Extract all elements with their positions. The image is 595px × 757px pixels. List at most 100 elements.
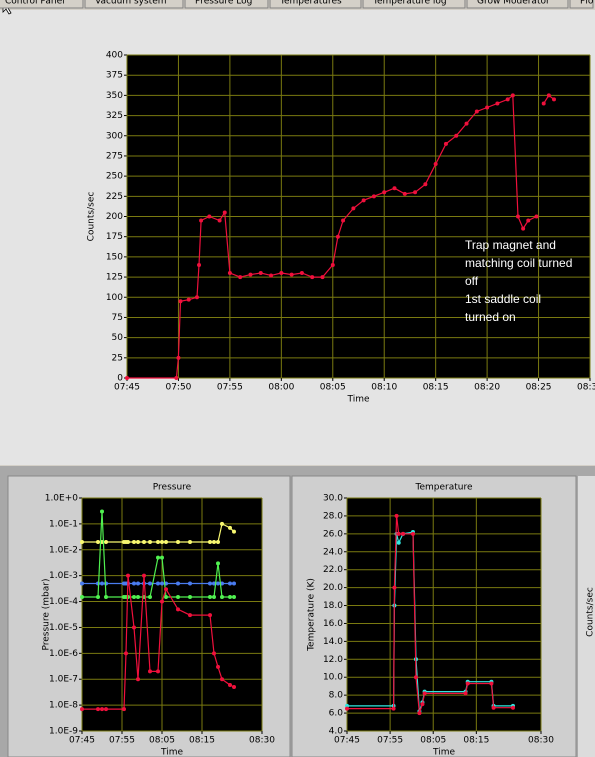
tab-label[interactable]: Temperatures xyxy=(279,0,342,7)
y-tick-label: 8.0 xyxy=(329,691,344,701)
data-point xyxy=(188,594,192,599)
plot-area xyxy=(82,498,262,731)
y-tick-label: 20.0 xyxy=(323,583,343,593)
data-point xyxy=(222,210,227,215)
x-tick-label: 08:30 xyxy=(249,736,275,746)
plot-area xyxy=(347,498,541,731)
y-tick-label: 175 xyxy=(106,232,123,242)
x-tick-label: 08:05 xyxy=(149,736,175,746)
tab-label[interactable]: Plo xyxy=(580,0,594,7)
y-axis-label: Counts/sec xyxy=(87,192,97,242)
y-tick-label: 18.0 xyxy=(323,601,343,611)
data-point xyxy=(80,581,84,586)
data-point xyxy=(176,594,180,599)
data-point xyxy=(371,194,376,199)
data-point xyxy=(164,587,168,592)
data-point xyxy=(136,581,140,586)
data-point xyxy=(212,594,216,599)
data-point xyxy=(465,681,470,686)
y-tick-label: 1.0E-8 xyxy=(49,701,78,711)
y-tick-label: 225 xyxy=(106,192,123,202)
data-point xyxy=(351,206,356,211)
data-point xyxy=(160,539,164,544)
data-point xyxy=(199,218,204,223)
data-point xyxy=(279,271,284,276)
data-point xyxy=(104,539,108,544)
data-point xyxy=(142,539,146,544)
data-point xyxy=(208,613,212,618)
tab-label[interactable]: Control Panel xyxy=(5,0,65,7)
y-tick-label: 1.0E-1 xyxy=(49,519,78,529)
data-point xyxy=(232,529,236,534)
tab[interactable] xyxy=(0,0,84,9)
tab[interactable] xyxy=(362,0,466,9)
data-point xyxy=(228,581,232,586)
data-point xyxy=(160,581,164,586)
data-point xyxy=(413,675,418,680)
chart-title: Pressure xyxy=(153,483,192,493)
tab[interactable] xyxy=(184,0,269,9)
data-point xyxy=(126,573,130,578)
y-tick-label: 1.0E-5 xyxy=(49,623,78,633)
data-point xyxy=(132,594,136,599)
data-point xyxy=(186,297,191,302)
x-tick-label: 08:15 xyxy=(463,736,489,746)
data-point xyxy=(534,214,539,219)
data-point xyxy=(396,531,401,536)
x-tick-label: 08:25 xyxy=(526,383,552,393)
data-point xyxy=(541,101,546,106)
data-point xyxy=(96,594,100,599)
data-point xyxy=(335,234,340,239)
data-point xyxy=(420,702,425,707)
y-tick-label: 22.0 xyxy=(323,565,343,575)
y-tick-label: 10.0 xyxy=(323,673,343,683)
y-tick-label: 50 xyxy=(112,333,124,343)
data-point xyxy=(228,682,232,687)
tab-label[interactable]: Temperature log xyxy=(372,0,447,7)
x-tick-label: 07:45 xyxy=(334,736,360,746)
data-point xyxy=(382,190,387,195)
data-point xyxy=(454,133,459,138)
data-point xyxy=(489,681,494,686)
data-point xyxy=(207,214,212,219)
data-point xyxy=(515,214,520,219)
y-tick-label: 30.0 xyxy=(323,494,343,504)
data-point xyxy=(510,93,515,98)
x-tick-label: 07:50 xyxy=(165,383,191,393)
tab[interactable] xyxy=(84,0,184,9)
y-tick-label: 375 xyxy=(106,71,123,81)
tab-label[interactable]: Grow Moderator xyxy=(477,0,550,7)
data-point xyxy=(208,539,212,544)
data-point xyxy=(330,262,335,267)
x-tick-label: 08:15 xyxy=(423,383,449,393)
data-point xyxy=(227,271,232,276)
x-axis-label: Time xyxy=(160,748,183,757)
data-point xyxy=(505,97,510,102)
tab[interactable] xyxy=(569,0,594,9)
annotation: turned on xyxy=(465,310,516,324)
tab[interactable] xyxy=(466,0,569,9)
y-tick-label: 1.0E-6 xyxy=(49,649,78,659)
x-tick-label: 08:15 xyxy=(189,736,215,746)
y-tick-label: 275 xyxy=(106,151,123,161)
data-point xyxy=(136,677,140,682)
tab-label[interactable]: Vacuum system xyxy=(95,0,167,7)
data-point xyxy=(208,581,212,586)
data-point xyxy=(232,581,236,586)
data-point xyxy=(216,561,220,566)
data-point xyxy=(320,275,325,280)
data-point xyxy=(463,691,468,696)
x-tick-label: 08:00 xyxy=(268,383,294,393)
y-tick-label: 400 xyxy=(106,51,123,61)
y-tick-label: 4.0 xyxy=(329,727,344,737)
data-point xyxy=(132,581,136,586)
series-line xyxy=(82,575,235,710)
data-point xyxy=(310,275,315,280)
chart-title: Temperature xyxy=(414,483,472,493)
tab-label[interactable]: Pressure Log xyxy=(195,0,252,7)
data-point xyxy=(485,105,490,110)
series-line xyxy=(82,511,234,598)
tab[interactable] xyxy=(269,0,362,9)
data-point xyxy=(164,539,168,544)
